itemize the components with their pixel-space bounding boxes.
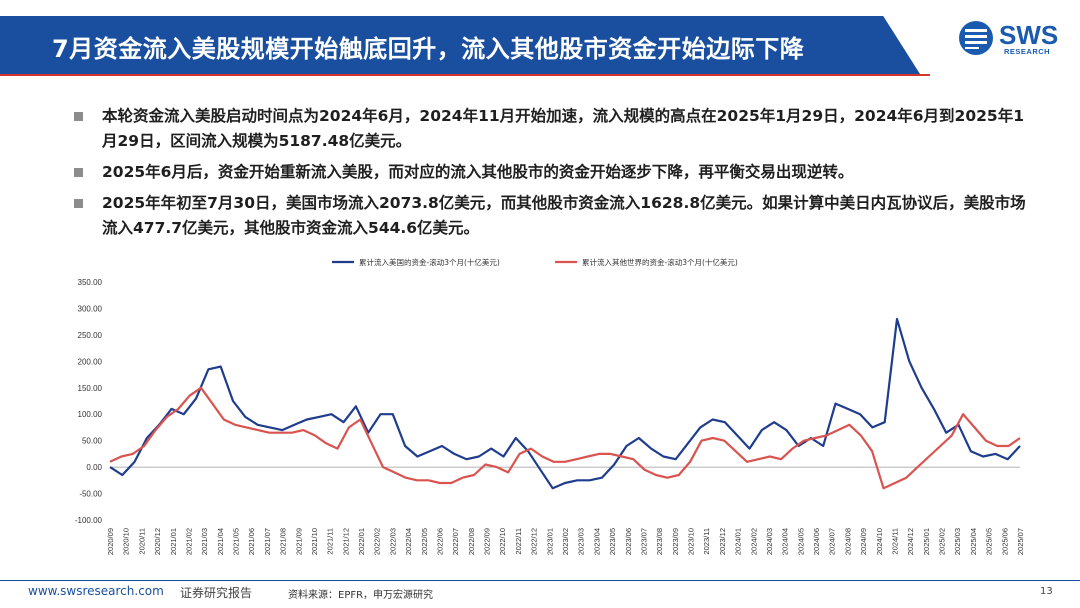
title-underline xyxy=(0,74,930,76)
y-tick-label: 200.00 xyxy=(78,357,103,366)
flow-chart-svg: 350.00 300.00 250.00 200.00 150.00 100.00 50.0… xyxy=(75,257,1025,555)
x-tick-label: 2022/06 xyxy=(435,528,444,555)
x-tick-label: 2021/01 xyxy=(169,528,178,555)
y-tick-label: 0.00 xyxy=(86,463,102,472)
x-tick-label: 2025/05 xyxy=(985,528,994,555)
bullet-square-icon xyxy=(74,112,83,121)
x-tick-label: 2024/07 xyxy=(828,528,837,555)
x-tick-label: 2021/02 xyxy=(184,528,193,555)
x-tick-label: 2023/02 xyxy=(561,528,570,555)
logo-text: SWS xyxy=(999,20,1059,50)
x-tick-label: 2022/09 xyxy=(483,528,492,555)
series-line-rest-of-world xyxy=(109,386,1021,490)
y-tick-label: 100.00 xyxy=(78,410,103,419)
x-tick-label: 2023/01 xyxy=(545,528,554,555)
flow-chart: 350.00 300.00 250.00 200.00 150.00 100.00 50.0… xyxy=(0,250,1080,580)
y-tick-label: 300.00 xyxy=(78,304,103,313)
x-tick-label: 2022/05 xyxy=(420,528,429,555)
x-tick-label: 2022/10 xyxy=(498,528,507,555)
sws-logo-icon xyxy=(959,21,993,55)
x-tick-label: 2023/07 xyxy=(639,528,648,555)
x-tick-label: 2022/11 xyxy=(514,528,523,555)
series-line-us xyxy=(109,317,1021,490)
x-tick-label: 2021/03 xyxy=(200,528,209,555)
y-tick-label: 250.00 xyxy=(78,331,103,340)
bullet-list: 本轮资金流入美股启动时间点为2024年6月，2024年11月开始加速，流入规模的… xyxy=(74,104,1034,247)
bullet-square-icon xyxy=(74,199,83,208)
y-tick-label: -100.00 xyxy=(75,516,103,525)
logo-subtext: RESEARCH xyxy=(1004,47,1051,56)
page-number: 13 xyxy=(1040,586,1053,597)
footer-website[interactable]: www.swsresearch.com xyxy=(28,584,164,598)
y-tick-label: -50.00 xyxy=(79,490,102,499)
x-tick-label: 2021/10 xyxy=(310,528,319,555)
x-tick-label: 2023/05 xyxy=(608,528,617,555)
x-tick-label: 2025/03 xyxy=(953,528,962,555)
x-tick-label: 2023/04 xyxy=(592,528,601,555)
bullet-item: 本轮资金流入美股启动时间点为2024年6月，2024年11月开始加速，流入规模的… xyxy=(74,104,1034,154)
x-tick-label: 2021/11 xyxy=(326,528,335,555)
bullet-square-icon xyxy=(74,168,83,177)
x-tick-label: 2024/01 xyxy=(734,528,743,555)
y-tick-label: 150.00 xyxy=(78,384,103,393)
x-tick-label: 2024/12 xyxy=(906,528,915,555)
x-tick-label: 2023/12 xyxy=(718,528,727,555)
x-tick-label: 2022/08 xyxy=(467,528,476,555)
x-tick-label: 2021/09 xyxy=(294,528,303,555)
x-tick-label: 2021/08 xyxy=(279,528,288,555)
footer-source: 资料来源：EPFR，申万宏源研究 xyxy=(288,590,434,601)
x-tick-label: 2024/10 xyxy=(875,528,884,555)
bullet-text: 本轮资金流入美股启动时间点为2024年6月，2024年11月开始加速，流入规模的… xyxy=(102,107,1024,150)
x-tick-label: 2024/11 xyxy=(890,528,899,555)
x-tick-label: 2025/02 xyxy=(938,528,947,555)
footer-report-type: 证券研究报告 xyxy=(180,586,253,600)
legend-label: 累计流入美国的资金-滚动3个月(十亿美元) xyxy=(359,257,500,267)
page-title: 7月资金流入美股规模开始触底回升，流入其他股市资金开始边际下降 xyxy=(52,35,805,63)
x-tick-label: 2021/12 xyxy=(341,528,350,555)
x-tick-label: 2024/03 xyxy=(765,528,774,555)
x-tick-label: 2024/08 xyxy=(843,528,852,555)
x-tick-label: 2023/11 xyxy=(702,528,711,555)
x-tick-label: 2022/07 xyxy=(451,528,460,555)
x-tick-label: 2024/06 xyxy=(812,528,821,555)
bullet-text: 2025年6月后，资金开始重新流入美股，而对应的流入其他股市的资金开始逐步下降，… xyxy=(102,163,854,181)
x-tick-label: 2024/04 xyxy=(781,528,790,555)
y-tick-label: 350.00 xyxy=(78,278,103,287)
x-tick-label: 2023/10 xyxy=(687,528,696,555)
x-tick-label: 2020/12 xyxy=(153,528,162,555)
x-tick-label: 2022/02 xyxy=(373,528,382,555)
bullet-item: 2025年6月后，资金开始重新流入美股，而对应的流入其他股市的资金开始逐步下降，… xyxy=(74,160,1034,185)
x-tick-label: 2023/09 xyxy=(671,528,680,555)
x-tick-label: 2020/10 xyxy=(122,528,131,555)
x-tick-label: 2024/02 xyxy=(749,528,758,555)
x-tick-label: 2025/04 xyxy=(969,528,978,555)
x-tick-label: 2022/12 xyxy=(530,528,539,555)
x-tick-label: 2025/01 xyxy=(922,528,931,555)
footer-divider xyxy=(0,580,1080,581)
bullet-text: 2025年年初至7月30日，美国市场流入2073.8亿美元，而其他股市资金流入1… xyxy=(102,194,1026,237)
sws-logo: SWS RESEARCH xyxy=(958,20,1058,60)
x-tick-label: 2024/09 xyxy=(859,528,868,555)
x-tick-label: 2021/04 xyxy=(216,528,225,555)
x-tick-label: 2022/01 xyxy=(357,528,366,555)
x-tick-label: 2025/07 xyxy=(1016,528,1025,555)
x-tick-label: 2025/06 xyxy=(1000,528,1009,555)
x-tick-label: 2021/06 xyxy=(247,528,256,555)
title-bar xyxy=(0,16,920,74)
x-tick-label: 2022/04 xyxy=(404,528,413,555)
x-tick-label: 2022/03 xyxy=(388,528,397,555)
legend-label: 累计流入其他世界的资金-滚动3个月(十亿美元) xyxy=(582,257,738,267)
x-tick-label: 2023/03 xyxy=(577,528,586,555)
x-tick-label: 2021/05 xyxy=(232,528,241,555)
x-tick-label: 2020/11 xyxy=(137,528,146,555)
y-tick-label: 50.00 xyxy=(82,437,103,446)
x-tick-label: 2024/05 xyxy=(796,528,805,555)
x-tick-label: 2020/09 xyxy=(106,528,115,555)
x-tick-label: 2023/06 xyxy=(624,528,633,555)
x-tick-label: 2023/08 xyxy=(655,528,664,555)
bullet-item: 2025年年初至7月30日，美国市场流入2073.8亿美元，而其他股市资金流入1… xyxy=(74,191,1034,241)
x-tick-label: 2021/07 xyxy=(263,528,272,555)
